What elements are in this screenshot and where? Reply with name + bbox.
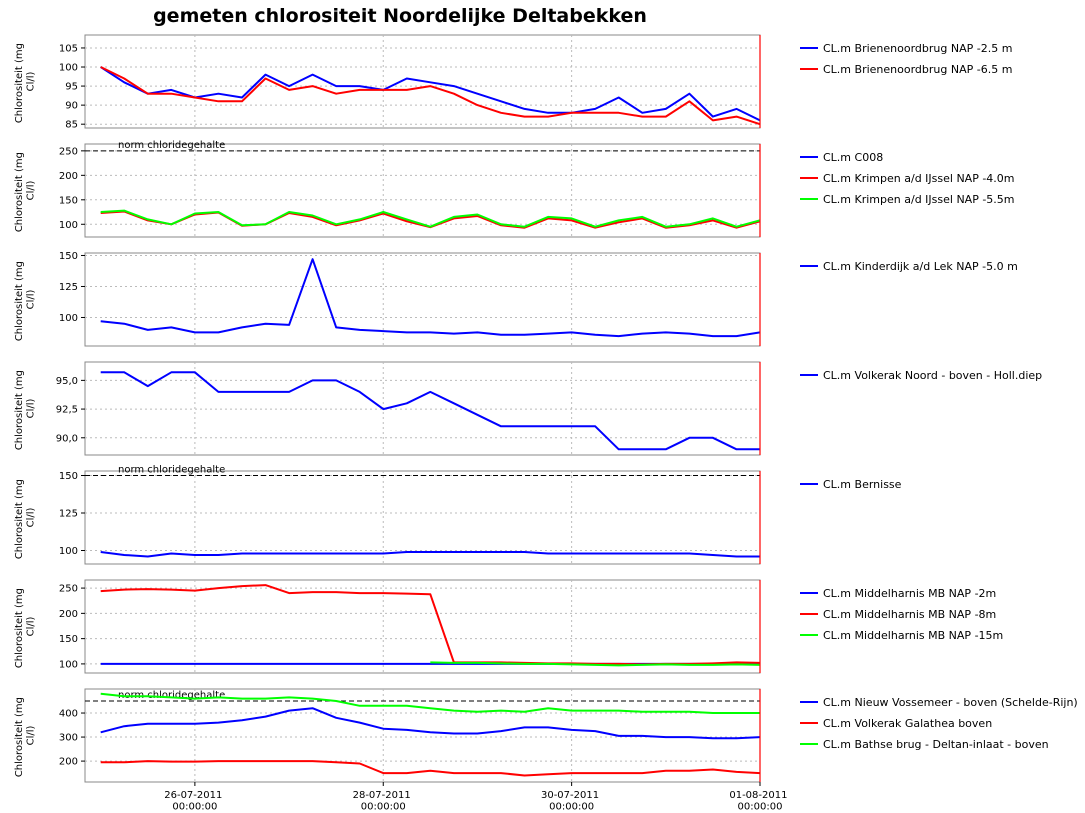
y-tick-label: 250 xyxy=(59,584,78,595)
y-tick-label: 100 xyxy=(59,313,78,324)
series-line xyxy=(100,551,760,558)
y-tick-label: 90,0 xyxy=(56,433,78,444)
norm-label: norm chloridegehalte xyxy=(118,140,225,151)
plot-area xyxy=(84,361,761,456)
y-tick-label: 100 xyxy=(59,546,78,557)
series-line xyxy=(100,760,760,777)
y-tick-label: 125 xyxy=(59,509,78,520)
y-tick-label: 200 xyxy=(59,171,78,182)
y-tick-label: 95 xyxy=(65,82,78,93)
legend-label: CL.m Volkerak Galathea boven xyxy=(823,717,992,730)
y-axis-label: Chlorositeit (mg Cl/l) xyxy=(14,149,37,232)
series-line xyxy=(100,371,760,451)
x-tick-label: 26-07-2011 00:00:00 xyxy=(164,790,225,813)
y-tick-label: 100 xyxy=(59,220,78,231)
y-tick-label: 250 xyxy=(59,146,78,157)
x-tick-label: 30-07-2011 00:00:00 xyxy=(541,790,602,813)
y-tick-label: 150 xyxy=(59,634,78,645)
legend-label: CL.m Brienenoordbrug NAP -6.5 m xyxy=(823,63,1012,76)
y-tick-label: 100 xyxy=(59,659,78,670)
legend-label: CL.m Brienenoordbrug NAP -2.5 m xyxy=(823,42,1012,55)
plot-area xyxy=(84,252,761,347)
y-tick-label: 105 xyxy=(59,43,78,54)
legend-label: CL.m Nieuw Vossemeer - boven (Schelde-Ri… xyxy=(823,696,1078,709)
y-axis-label: Chlorositeit (mg Cl/l) xyxy=(14,258,37,341)
y-axis-label: Chlorositeit (mg Cl/l) xyxy=(14,367,37,450)
legend-label: CL.m Middelharnis MB NAP -8m xyxy=(823,608,996,621)
series-line xyxy=(100,707,760,740)
legend-label: CL.m Kinderdijk a/d Lek NAP -5.0 m xyxy=(823,260,1018,273)
series-line xyxy=(100,66,760,126)
legend-label: CL.m Volkerak Noord - boven - Holl.diep xyxy=(823,369,1042,382)
x-tick-label: 28-07-2011 00:00:00 xyxy=(353,790,414,813)
y-axis-label: Chlorositeit (mg Cl/l) xyxy=(14,476,37,559)
y-tick-label: 85 xyxy=(65,120,78,131)
legend-label: CL.m Krimpen a/d IJssel NAP -4.0m xyxy=(823,172,1015,185)
y-tick-label: 200 xyxy=(59,757,78,768)
y-tick-label: 150 xyxy=(59,251,78,262)
plot-area xyxy=(84,688,761,783)
legend-label: CL.m Krimpen a/d IJssel NAP -5.5m xyxy=(823,193,1015,206)
y-axis-label: Chlorositeit (mg Cl/l) xyxy=(14,694,37,777)
legend-label: CL.m Bernisse xyxy=(823,478,902,491)
y-tick-label: 300 xyxy=(59,733,78,744)
y-tick-label: 200 xyxy=(59,609,78,620)
plot-area xyxy=(84,470,761,565)
y-axis-label: Chlorositeit (mg Cl/l) xyxy=(14,40,37,123)
series-line xyxy=(100,692,760,714)
x-tick-label: 01-08-2011 00:00:00 xyxy=(729,790,790,813)
series-line xyxy=(430,661,760,667)
y-tick-label: 150 xyxy=(59,471,78,482)
chart-title: gemeten chlorositeit Noordelijke Deltabe… xyxy=(153,5,647,27)
series-line xyxy=(100,209,760,228)
y-tick-label: 95,0 xyxy=(56,376,78,387)
norm-label: norm chloridegehalte xyxy=(118,465,225,476)
y-tick-label: 125 xyxy=(59,282,78,293)
legend-label: CL.m C008 xyxy=(823,151,883,164)
y-tick-label: 150 xyxy=(59,195,78,206)
y-tick-label: 92,5 xyxy=(56,405,78,416)
y-tick-label: 100 xyxy=(59,63,78,74)
y-tick-label: 400 xyxy=(59,709,78,720)
series-line xyxy=(100,258,760,338)
legend-label: CL.m Bathse brug - Deltan-inlaat - boven xyxy=(823,738,1049,751)
legend-label: CL.m Middelharnis MB NAP -15m xyxy=(823,629,1003,642)
y-axis-label: Chlorositeit (mg Cl/l) xyxy=(14,585,37,668)
y-tick-label: 90 xyxy=(65,101,78,112)
norm-label: norm chloridegehalte xyxy=(118,690,225,701)
legend-label: CL.m Middelharnis MB NAP -2m xyxy=(823,587,996,600)
series-line xyxy=(100,66,760,122)
plot-area xyxy=(84,579,761,674)
